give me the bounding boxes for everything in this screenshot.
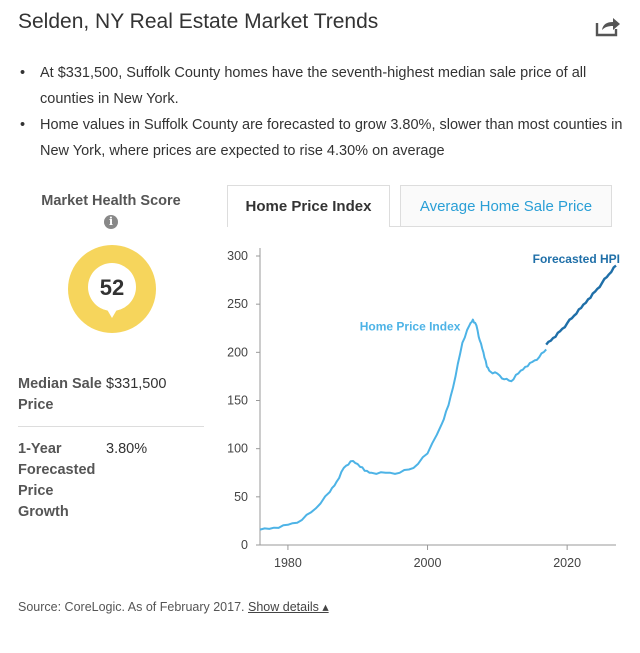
stat-value: 3.80%	[106, 441, 148, 457]
tab-average-home-sale-price[interactable]: Average Home Sale Price	[400, 185, 612, 227]
y-tick-label: 50	[234, 490, 248, 504]
stat-label: Median Sale Price	[18, 376, 102, 413]
y-tick-label: 150	[227, 394, 248, 408]
summary-list: At $331,500, Suffolk County homes have t…	[18, 60, 630, 164]
market-health-gauge: 52	[67, 244, 157, 334]
forecast-series-line	[545, 264, 617, 346]
stats-table: Median Sale Price $331,500 1-Year Foreca…	[18, 362, 204, 533]
tab-divider	[390, 226, 612, 227]
x-tick-label: 2020	[553, 556, 581, 570]
hpi-series-line	[259, 318, 547, 531]
share-icon[interactable]	[594, 14, 622, 38]
page-title: Selden, NY Real Estate Market Trends	[18, 10, 379, 33]
stat-row: 1-Year Forecasted Price Growth 3.80%	[18, 426, 204, 533]
summary-bullet: At $331,500, Suffolk County homes have t…	[20, 60, 630, 112]
x-tick-label: 1980	[274, 556, 302, 570]
y-tick-label: 0	[241, 538, 248, 552]
stat-label: 1-Year Forecasted Price Growth	[18, 441, 96, 520]
stat-value: $331,500	[106, 376, 167, 392]
stat-row: Median Sale Price $331,500	[18, 362, 204, 426]
x-tick-label: 2000	[414, 556, 442, 570]
summary-bullet: Home values in Suffolk County are foreca…	[20, 112, 630, 164]
y-tick-label: 300	[227, 249, 248, 263]
home-price-chart: 0 50 100 150 200 250 300 1980 2000 2020 Home Price…	[227, 248, 620, 570]
market-health-score: 52	[100, 275, 124, 300]
source-note: Source: CoreLogic. As of February 2017. …	[18, 599, 329, 614]
y-tick-label: 250	[227, 297, 248, 311]
hpi-series-label: Home Price Index	[360, 319, 461, 333]
market-health-title: Market Health Score	[41, 193, 181, 209]
y-tick-label: 100	[227, 442, 248, 456]
info-icon[interactable]: i	[104, 215, 118, 229]
tab-home-price-index[interactable]: Home Price Index	[227, 185, 390, 227]
show-details-link[interactable]: Show details ▴	[248, 600, 329, 614]
forecast-series-label: Forecasted HPI	[533, 252, 620, 266]
y-tick-label: 200	[227, 345, 248, 359]
source-text: Source: CoreLogic. As of February 2017.	[18, 600, 245, 614]
